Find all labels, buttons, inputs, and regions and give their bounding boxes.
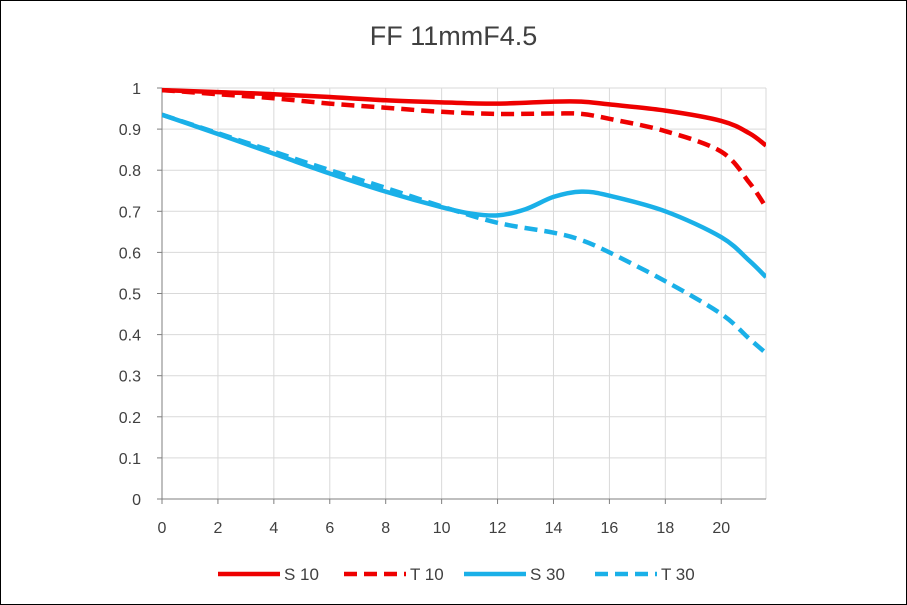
y-tick-label-5: 0.5 (119, 287, 141, 304)
legend-label-2: S 30 (530, 565, 565, 584)
series-line-t-10 (162, 87, 766, 209)
y-tick-label-3: 0.3 (119, 369, 141, 386)
x-tick-label-6: 12 (489, 520, 507, 537)
x-tick-label-3: 6 (325, 520, 334, 537)
y-tick-label-7: 0.7 (119, 204, 141, 221)
x-tick-label-2: 4 (269, 520, 278, 537)
legend-label-0: S 10 (284, 565, 319, 584)
series-line-s-30 (162, 112, 766, 279)
series-line-s-10 (162, 87, 766, 148)
y-tick-label-2: 0.2 (119, 410, 141, 427)
legend-label-1: T 10 (410, 565, 444, 584)
y-tick-label-6: 0.6 (119, 245, 141, 262)
legend-label-3: T 30 (661, 565, 695, 584)
y-tick-label-9: 0.9 (119, 122, 141, 139)
x-tick-label-4: 8 (381, 520, 390, 537)
y-tick-label-4: 0.4 (119, 328, 141, 345)
x-tick-label-8: 16 (601, 520, 619, 537)
y-tick-label-8: 0.8 (119, 163, 141, 180)
y-tick-label-0: 0 (132, 492, 141, 509)
x-tick-label-0: 0 (158, 520, 167, 537)
x-tick-label-7: 14 (545, 520, 563, 537)
series-line-t-30 (162, 112, 766, 355)
y-tick-label-1: 0.1 (119, 451, 141, 468)
x-tick-label-5: 10 (433, 520, 451, 537)
x-tick-label-10: 20 (712, 520, 730, 537)
x-tick-label-1: 2 (213, 520, 222, 537)
chart-title: FF 11mmF4.5 (369, 21, 538, 51)
y-tick-label-10: 1 (132, 81, 141, 98)
x-tick-label-9: 18 (656, 520, 674, 537)
